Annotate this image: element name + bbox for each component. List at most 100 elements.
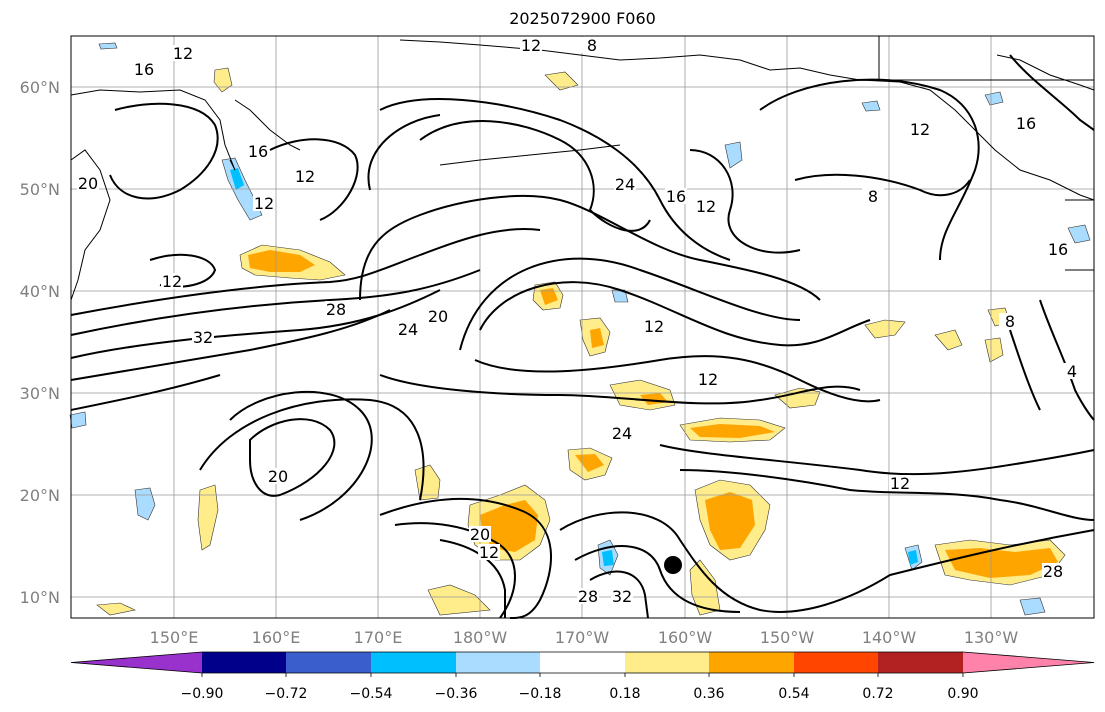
contour-label-bg (862, 188, 884, 204)
colorbar-tick-label: −0.36 (435, 686, 478, 702)
contour-label-bg (611, 425, 633, 441)
contour-label-bg (77, 175, 99, 191)
contour-label: 24 (612, 424, 632, 443)
contour-label: 12 (696, 197, 716, 216)
contour-label-bg (427, 308, 449, 324)
lon-label: 130°W (964, 628, 1019, 647)
contour-label-bg (172, 45, 194, 61)
contour-label-bg (1015, 115, 1037, 131)
map-panel: 12 16 12 8 16 20 12 12 12 24 16 12 8 16 16 12 28 32 24 20 12… (69, 35, 1095, 619)
colorbar-tick-label: 0.18 (609, 686, 640, 702)
contour-label: 8 (587, 36, 597, 55)
contour-label: 12 (254, 194, 274, 213)
colorbar-tick-label: 0.36 (693, 686, 724, 702)
contour-label: 16 (666, 187, 686, 206)
contour-label: 32 (193, 328, 213, 347)
contour-label-bg (889, 475, 911, 491)
map-title: 2025072900 F060 (509, 9, 656, 28)
contour-label-bg (520, 37, 542, 53)
contour-label: 20 (428, 307, 448, 326)
contour-label: 12 (479, 543, 499, 562)
contour-label-bg (1047, 241, 1069, 257)
contour-label-bg (581, 37, 603, 53)
contour-label-bg (267, 468, 289, 484)
contour-label: 28 (1043, 562, 1063, 581)
contour-label-bg (397, 321, 419, 337)
contour-label: 16 (1016, 114, 1036, 133)
contour-labels: 12 16 12 8 16 20 12 12 12 24 16 12 8 16 16 12 28 32 24 20 12… (77, 36, 1083, 606)
colorbar-segment (286, 652, 371, 673)
contour-label-bg (133, 61, 155, 77)
colorbar-extend-low (71, 652, 202, 673)
graticule (71, 36, 1094, 618)
lon-label: 160°E (252, 628, 301, 647)
contour-label: 16 (134, 60, 154, 79)
lon-label: 150°E (150, 628, 199, 647)
contour-label: 12 (521, 36, 541, 55)
longitude-labels: 150°E 160°E 170°E 180°W 170°W 160°W 150°W 140°W… (150, 628, 1019, 647)
lat-label: 40°N (20, 282, 60, 301)
contour-label: 8 (868, 187, 878, 206)
contour-label-bg (697, 371, 719, 387)
colorbar-segment (709, 652, 794, 673)
lat-label: 30°N (20, 384, 60, 403)
lon-label: 170°E (354, 628, 403, 647)
contour-label: 4 (1067, 362, 1077, 381)
contour-label-bg (999, 313, 1021, 329)
contour-label-bg (1042, 563, 1064, 579)
contour-label-bg (325, 301, 347, 317)
shading-layer (69, 42, 1091, 616)
contour-label: 16 (1048, 240, 1068, 259)
colorbar-tick-label: −0.90 (181, 686, 224, 702)
colorbar-tick-label: −0.72 (265, 686, 308, 702)
colorbar-segment (794, 652, 878, 673)
contour-label: 24 (615, 175, 635, 194)
colorbar-tick-label: 0.90 (947, 686, 978, 702)
colorbar-tick-label: −0.18 (519, 686, 562, 702)
contours (70, 54, 1095, 619)
colorbar-tick-label: 0.54 (778, 686, 809, 702)
lon-label: 150°W (760, 628, 815, 647)
contour-label-bg (611, 588, 633, 604)
contour-label-bg (192, 329, 214, 345)
lat-label: 50°N (20, 180, 60, 199)
contour-label-bg (469, 526, 491, 542)
colorbar-segment (878, 652, 963, 673)
colorbar-segment (625, 652, 709, 673)
lon-label: 160°W (658, 628, 713, 647)
contour-label: 12 (295, 167, 315, 186)
contour-label: 12 (698, 370, 718, 389)
contour-label: 32 (612, 587, 632, 606)
contour-label-bg (665, 188, 687, 204)
colorbar-extend-high (963, 652, 1094, 673)
colorbar: −0.90 −0.72 −0.54 −0.36 −0.18 0.18 0.36 0.54 0.7… (70, 651, 1095, 702)
latitude-labels: 60°N 50°N 40°N 30°N 20°N 10°N (20, 78, 60, 607)
contour-label: 28 (578, 587, 598, 606)
contour-label-bg (247, 143, 269, 159)
contour-label-bg (161, 273, 183, 289)
marker-dot (664, 556, 682, 574)
lat-label: 20°N (20, 486, 60, 505)
colorbar-tick-label: 0.72 (862, 686, 893, 702)
contour-label-bg (614, 176, 636, 192)
contour-label: 16 (248, 142, 268, 161)
colorbar-segment (371, 652, 456, 673)
lon-label: 170°W (555, 628, 610, 647)
contour-label: 24 (398, 320, 418, 339)
lon-label: 180°W (453, 628, 508, 647)
contour-label: 12 (910, 120, 930, 139)
lat-label: 10°N (20, 588, 60, 607)
lat-label: 60°N (20, 78, 60, 97)
contour-label-bg (478, 544, 500, 560)
contour-label: 20 (268, 467, 288, 486)
contour-label-bg (294, 168, 316, 184)
contour-label-bg (643, 318, 665, 334)
contour-label-bg (253, 195, 275, 211)
contour-label: 12 (644, 317, 664, 336)
contour-label-bg (1061, 363, 1083, 379)
contour-label: 28 (326, 300, 346, 319)
lon-label: 140°W (862, 628, 917, 647)
contour-label-bg (909, 121, 931, 137)
colorbar-segment (202, 652, 286, 673)
